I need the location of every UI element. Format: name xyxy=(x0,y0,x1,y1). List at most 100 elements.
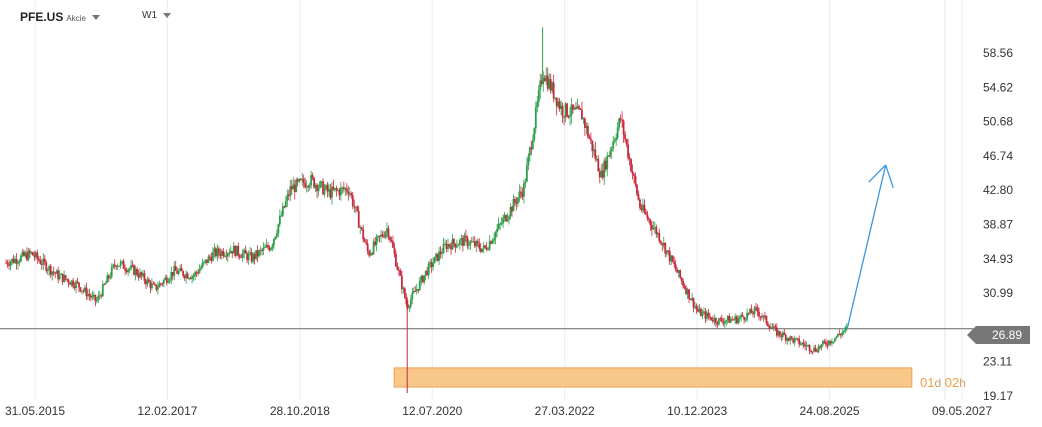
candle xyxy=(592,144,595,157)
candle xyxy=(116,263,119,271)
candle xyxy=(329,183,332,200)
candle-body xyxy=(691,297,693,300)
candle-body xyxy=(459,239,461,245)
candle-body xyxy=(128,268,131,270)
candle-body xyxy=(75,281,77,288)
candle xyxy=(299,178,302,181)
candle-body xyxy=(650,225,653,230)
candle-body xyxy=(497,223,500,229)
candle xyxy=(521,187,524,200)
candle-body xyxy=(429,262,432,264)
candle-body xyxy=(377,235,379,238)
candle xyxy=(212,247,214,262)
candle-body xyxy=(802,342,805,345)
candle xyxy=(51,271,54,281)
price-tick-label: 54.62 xyxy=(983,80,1013,94)
candle xyxy=(308,182,311,191)
candle-body xyxy=(70,280,73,285)
candle-body xyxy=(582,118,585,120)
candle xyxy=(430,258,433,273)
candle-body xyxy=(799,344,802,346)
candle xyxy=(842,330,845,336)
candle-body xyxy=(838,333,841,335)
candle-body xyxy=(475,241,478,247)
candle-body xyxy=(528,147,531,156)
price-tick-label: 30.99 xyxy=(983,286,1013,300)
candle-body xyxy=(81,290,83,292)
chevron-down-icon[interactable] xyxy=(91,15,100,21)
candle xyxy=(799,341,802,346)
candle xyxy=(67,278,70,288)
candle xyxy=(503,211,506,222)
candle-body xyxy=(831,342,833,344)
price-tick-label: 50.68 xyxy=(983,115,1013,129)
candle-body xyxy=(85,287,88,297)
candle-body xyxy=(436,253,439,261)
candle-body xyxy=(789,336,792,341)
candle xyxy=(209,253,211,261)
candle xyxy=(735,314,738,325)
candle xyxy=(581,101,583,120)
candle-body xyxy=(673,261,676,265)
candle-body xyxy=(328,189,330,192)
candle-body xyxy=(523,183,525,197)
candle-body xyxy=(305,186,308,188)
candle xyxy=(374,236,377,247)
candle-body xyxy=(217,248,220,254)
candle-body xyxy=(34,252,37,258)
candle-body xyxy=(612,141,615,149)
candle xyxy=(514,196,516,207)
timeframe-selector[interactable]: W1 xyxy=(142,10,171,21)
candle-body xyxy=(28,250,31,254)
time-tick-label: 24.08.2025 xyxy=(800,404,860,418)
candle xyxy=(36,249,39,264)
candle-body xyxy=(186,273,189,279)
candle xyxy=(295,177,298,193)
candle-body xyxy=(21,251,24,256)
candle-body xyxy=(143,273,146,281)
candle xyxy=(594,141,597,162)
candle xyxy=(238,253,241,260)
price-tick-label: 34.93 xyxy=(983,252,1013,266)
candle xyxy=(426,266,429,277)
candle xyxy=(829,340,832,346)
candle xyxy=(816,348,818,353)
candle-body xyxy=(204,259,207,262)
candle xyxy=(240,253,243,259)
candle-body xyxy=(48,266,51,271)
candle-body xyxy=(39,260,42,264)
candle-body xyxy=(37,258,40,261)
chevron-down-icon[interactable] xyxy=(163,12,171,18)
candle-body xyxy=(78,282,80,288)
candle-body xyxy=(493,238,496,241)
candle xyxy=(274,236,277,240)
candle-body xyxy=(82,290,85,292)
candle xyxy=(467,239,470,251)
candle xyxy=(630,157,632,173)
candle-body xyxy=(649,219,652,226)
current-price-badge: 26.89 xyxy=(967,326,1030,344)
symbol-selector[interactable]: PFE.US Akcie xyxy=(20,10,100,24)
candle xyxy=(281,202,284,218)
candle-body xyxy=(600,170,603,178)
candle xyxy=(463,232,466,246)
candle-body xyxy=(661,243,664,246)
candle xyxy=(94,294,97,307)
candle-body xyxy=(524,181,527,184)
candle xyxy=(293,179,296,200)
candle xyxy=(161,282,164,287)
candle xyxy=(600,164,603,178)
candle xyxy=(42,253,45,270)
candle xyxy=(85,282,88,300)
candle-body xyxy=(679,270,682,278)
candle xyxy=(110,263,113,280)
candle xyxy=(676,267,679,273)
countdown-hours-unit: h xyxy=(959,376,966,390)
candle xyxy=(131,260,134,268)
candle xyxy=(493,232,496,244)
candle xyxy=(456,239,458,249)
candle-body xyxy=(314,184,317,188)
candle-body xyxy=(835,336,838,339)
candle-body xyxy=(106,275,109,283)
